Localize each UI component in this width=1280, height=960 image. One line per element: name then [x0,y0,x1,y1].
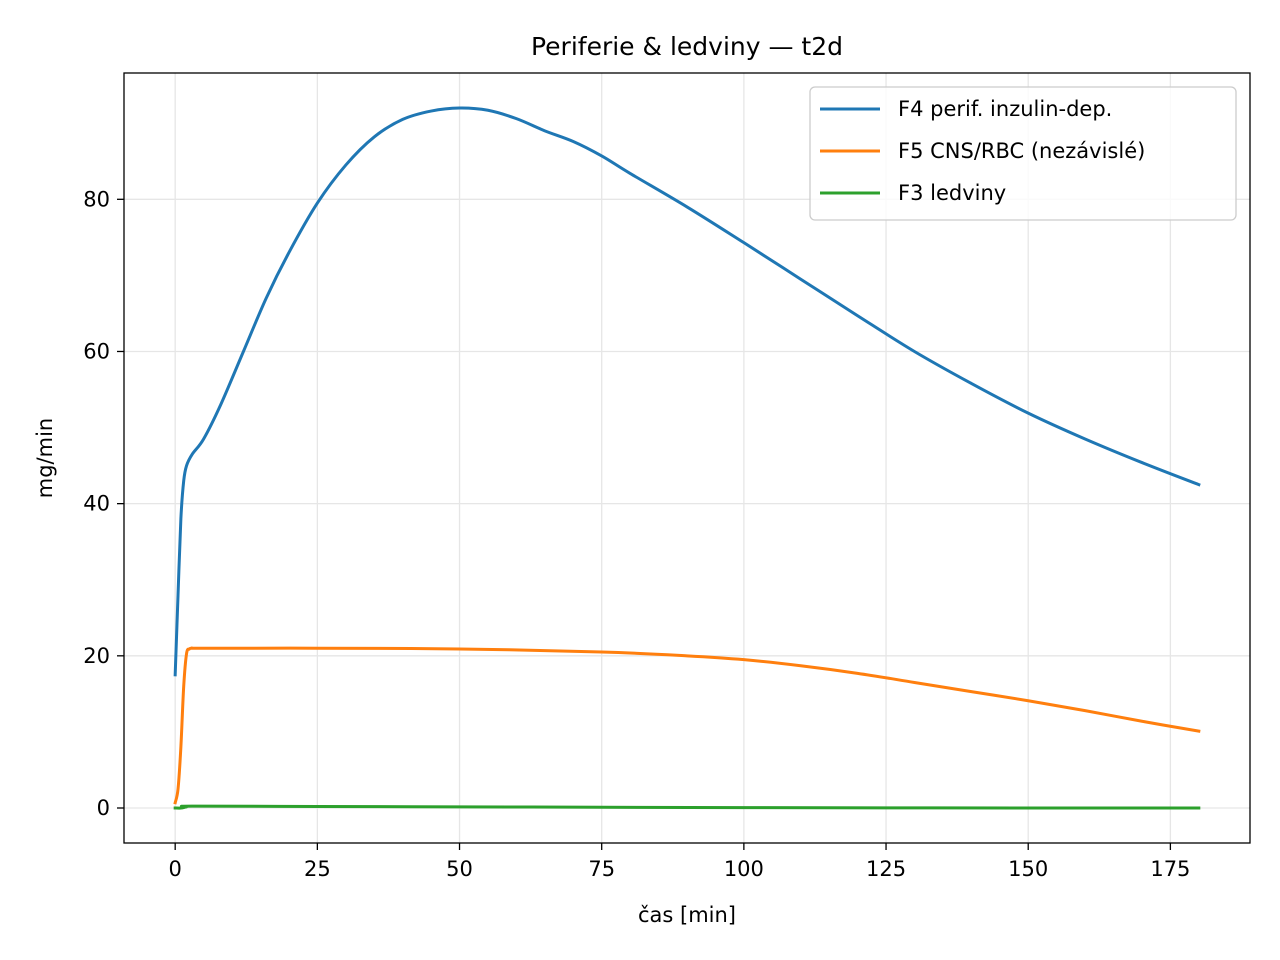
y-axis-label: mg/min [33,418,57,498]
x-tick-label: 150 [1008,857,1048,881]
legend-label: F4 perif. inzulin-dep. [898,97,1112,121]
x-tick-label: 50 [446,857,473,881]
y-tick-label: 0 [97,796,110,820]
y-tick-label: 60 [83,339,110,363]
y-tick-label: 40 [83,492,110,516]
x-tick-label: 175 [1150,857,1190,881]
chart-title: Periferie & ledviny — t2d [531,32,843,61]
y-tick-label: 20 [83,644,110,668]
x-tick-label: 75 [588,857,615,881]
legend-label: F3 ledviny [898,181,1006,205]
legend-label: F5 CNS/RBC (nezávislé) [898,139,1145,163]
legend: F4 perif. inzulin-dep. F5 CNS/RBC (nezávi… [809,86,1237,221]
x-tick-label: 0 [168,857,181,881]
x-axis-label: čas [min] [638,903,736,927]
y-tick-label: 80 [83,187,110,211]
ticks: 0 25 50 75 100 125 150 175 0 20 40 60 80 [83,187,1190,881]
x-tick-label: 125 [866,857,906,881]
series-line-1 [173,106,1201,677]
x-tick-label: 100 [724,857,764,881]
legend-box [809,86,1237,221]
series-line-2 [173,646,1201,805]
series-line-3 [173,804,1201,810]
plot-frame [123,72,1251,844]
x-tick-label: 25 [304,857,331,881]
series-layer [173,106,1201,810]
